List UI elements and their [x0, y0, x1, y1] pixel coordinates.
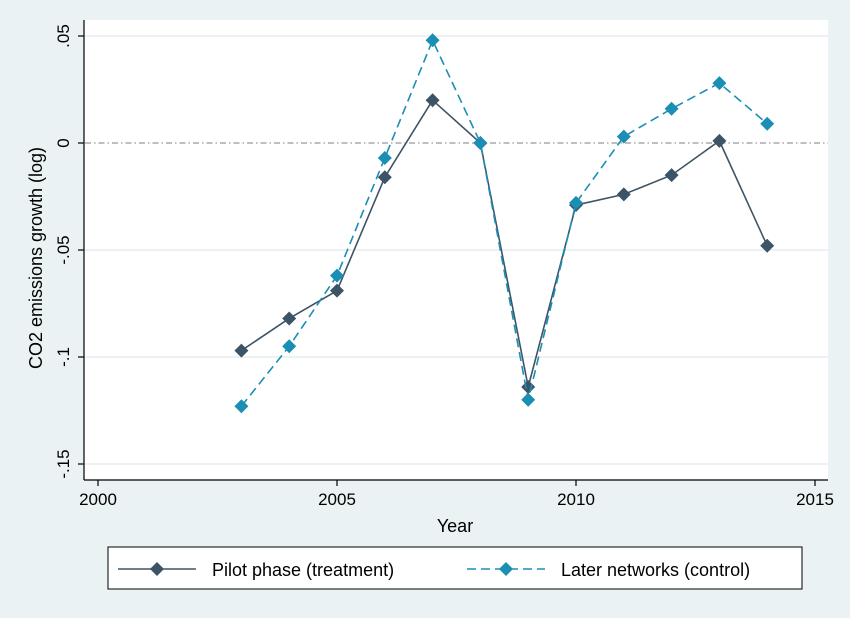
y-tick-label-0: -.15 [54, 449, 73, 478]
point-1-8 [616, 129, 631, 144]
point-1-9 [664, 101, 679, 116]
y-tick-label-3: 0 [54, 138, 73, 147]
point-0-9 [664, 168, 679, 183]
legend-key-marker-0 [150, 562, 164, 576]
point-0-1 [282, 311, 297, 326]
point-0-4 [425, 93, 440, 108]
legend: Pilot phase (treatment) Later networks (… [107, 546, 803, 590]
x-tick-label-0: 2000 [79, 490, 117, 509]
point-1-6 [521, 392, 536, 407]
point-1-10 [712, 76, 727, 91]
point-1-7 [569, 195, 583, 210]
series-line-1 [240, 38, 768, 407]
legend-label-later: Later networks (control) [561, 560, 750, 580]
series-line-0 [240, 98, 768, 388]
y-axis-title: CO2 emissions growth (log) [26, 147, 46, 369]
point-0-11 [760, 238, 775, 253]
point-0-10 [712, 133, 727, 148]
x-tick-label-1: 2005 [318, 490, 356, 509]
point-1-1 [282, 339, 297, 354]
point-1-2 [330, 268, 344, 283]
legend-box [107, 546, 803, 590]
point-0-8 [616, 187, 631, 202]
point-1-0 [234, 399, 249, 414]
point-1-11 [760, 116, 775, 131]
point-1-3 [377, 150, 392, 165]
point-0-2 [330, 283, 344, 298]
x-axis-title: Year [437, 516, 473, 536]
point-0-0 [234, 343, 249, 358]
legend-key-marker-1 [499, 562, 513, 576]
legend-label-pilot: Pilot phase (treatment) [212, 560, 394, 580]
x-tick-label-2: 2010 [557, 490, 595, 509]
y-tick-label-1: -.1 [54, 347, 73, 367]
series-group [234, 33, 775, 414]
point-1-5 [473, 136, 488, 150]
y-tick-label-2: -.05 [54, 235, 73, 264]
grid-lines [85, 35, 828, 465]
point-0-3 [377, 170, 392, 185]
axes: -.15 -.1 -.05 0 .05 2000 2005 2010 2015 [54, 20, 834, 509]
y-tick-label-4: .05 [54, 24, 73, 48]
x-tick-label-3: 2015 [796, 490, 834, 509]
point-1-4 [425, 33, 440, 48]
